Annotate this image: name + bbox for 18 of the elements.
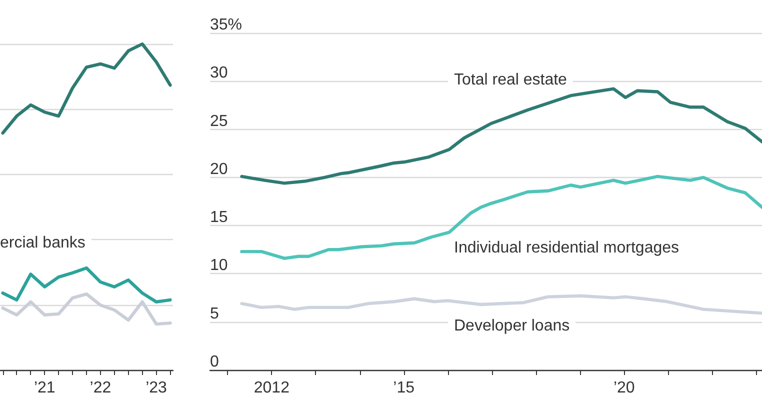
x-tick-label: ’23 <box>146 380 168 396</box>
series-label: Individual residential mortgages <box>454 240 680 256</box>
x-tick-label: ’21 <box>34 380 56 396</box>
y-tick-label: 0 <box>210 354 219 370</box>
series-label: Developer loans <box>454 318 570 334</box>
x-tick-label: ’22 <box>90 380 112 396</box>
text: ercial banks <box>0 234 86 252</box>
y-tick-label: 35% <box>210 16 242 34</box>
x-tick-label: ’20 <box>613 380 635 396</box>
y-tick-label: 20 <box>210 160 228 178</box>
x-tick-label: ’15 <box>393 380 415 396</box>
x-tick-label: 2012 <box>254 380 290 396</box>
y-tick-label: 30 <box>210 64 228 82</box>
y-tick-label: 5 <box>210 305 219 322</box>
y-tick-label: 25 <box>210 112 228 130</box>
y-tick-label: 10 <box>210 257 228 274</box>
series-label: Total real estate <box>454 72 568 88</box>
y-tick-label: 15 <box>210 209 228 226</box>
